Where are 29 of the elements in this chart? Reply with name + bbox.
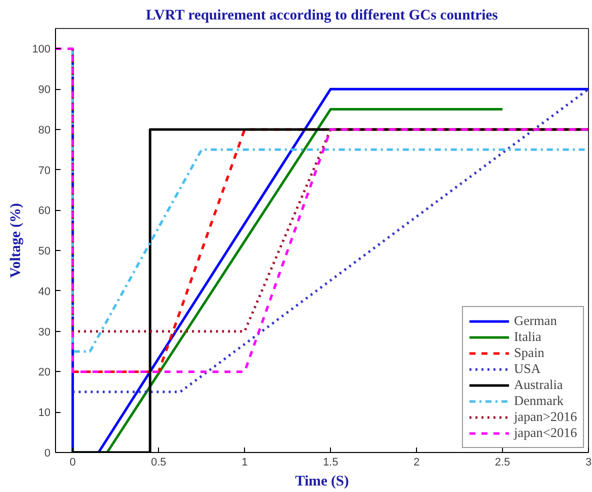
x-tick-label: 1 [242, 456, 248, 468]
y-tick-label: 0 [44, 448, 51, 460]
x-tick-label: 0.5 [151, 456, 166, 468]
x-axis-title: Time (S) [295, 474, 350, 490]
legend-label: Italia [514, 329, 542, 345]
y-tick-label: 60 [38, 205, 51, 218]
y-axis-title: Voltage (%) [8, 203, 24, 278]
chart-title: LVRT requirement according to different GCs countries [146, 8, 498, 24]
y-tick-label: 10 [38, 407, 51, 420]
y-tick-label: 100 [32, 44, 51, 56]
legend-label: USA [514, 361, 541, 377]
y-tick-label: 90 [38, 84, 51, 96]
x-tick-label: 1.5 [322, 456, 338, 468]
legend-label: Australia [514, 377, 563, 393]
legend-label: Spain [514, 345, 544, 361]
y-tick-label: 50 [38, 246, 51, 258]
legend-label: German [514, 313, 557, 329]
legend-label: Denmark [514, 393, 564, 409]
y-tick-label: 40 [38, 286, 51, 298]
y-tick-label: 80 [38, 124, 51, 136]
legend-label: japan>2016 [514, 409, 577, 425]
legend-label: japan<2016 [514, 425, 577, 441]
x-tick-label: 0 [70, 456, 76, 468]
y-tick-label: 70 [38, 164, 51, 177]
y-tick-label: 20 [38, 366, 51, 379]
x-tick-label: 2 [414, 456, 420, 468]
x-tick-label: 2.5 [494, 456, 510, 468]
x-tick-label: 3 [585, 456, 592, 468]
y-tick-label: 30 [38, 326, 51, 338]
